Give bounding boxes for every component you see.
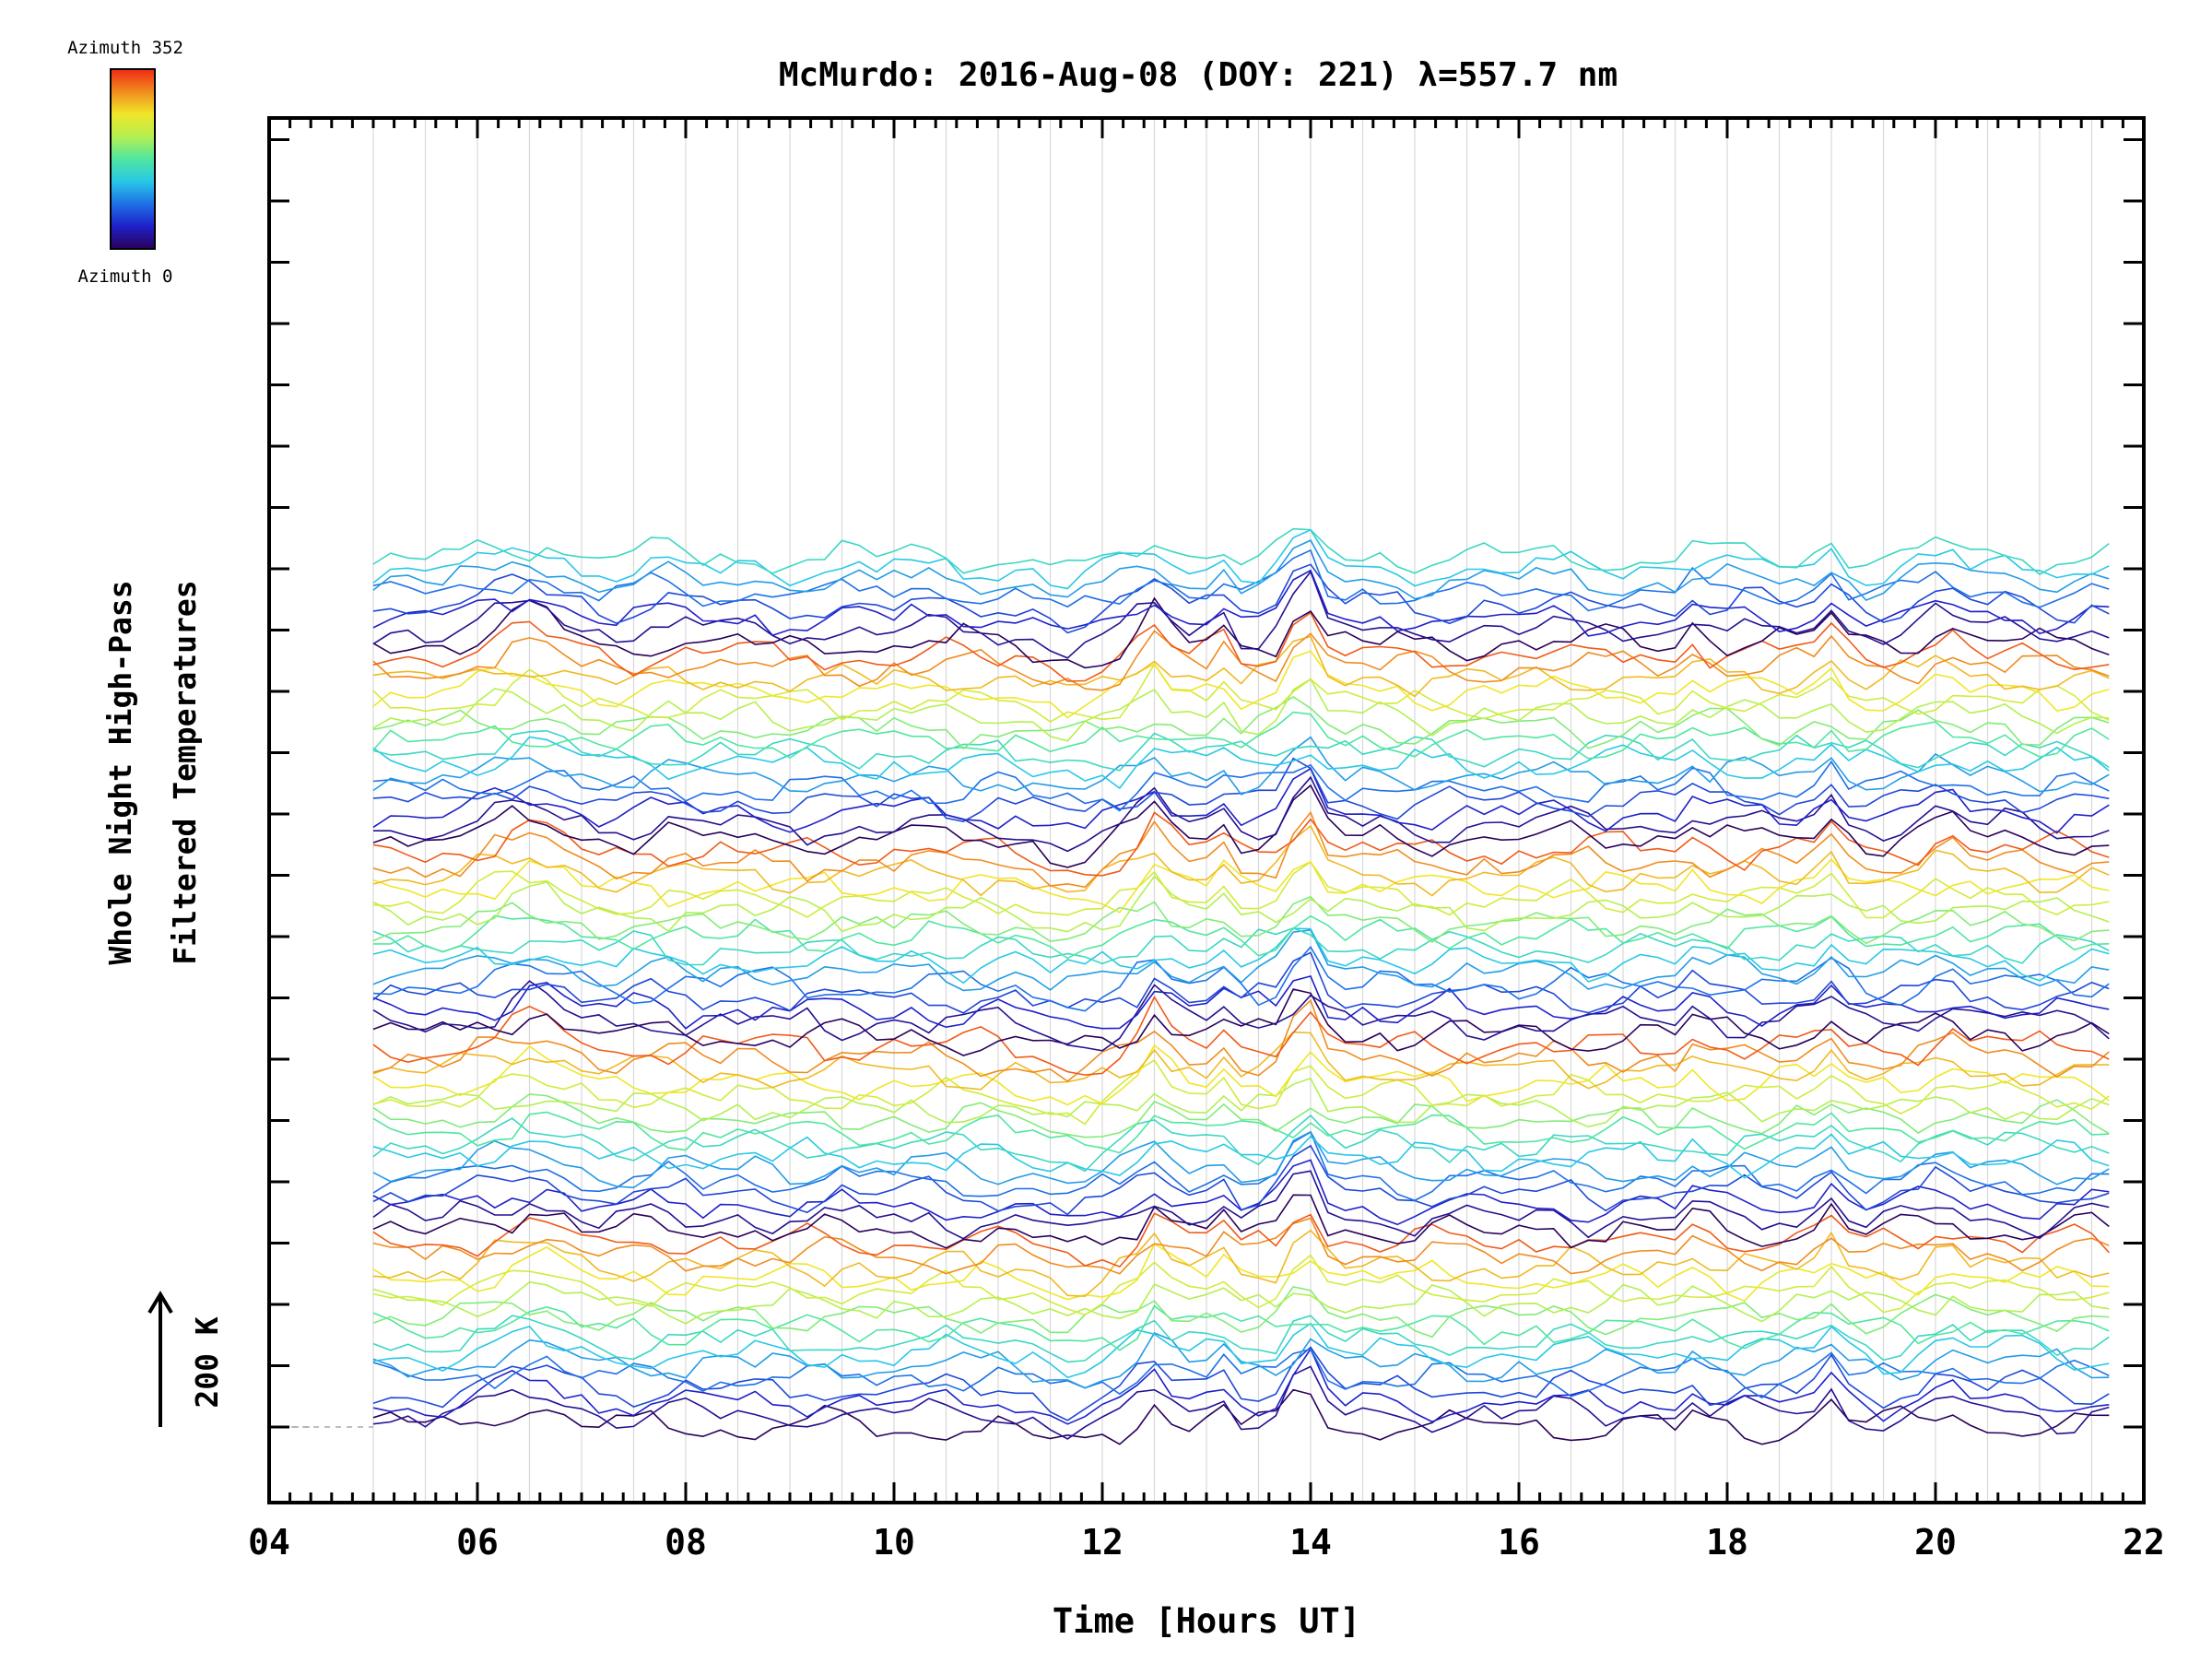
x-tick-label: 16 [1498,1522,1540,1563]
x-tick-label: 08 [665,1522,707,1563]
temperature-trace [373,775,2110,853]
temperature-trace [372,995,2110,1076]
temperature-trace [372,767,2110,834]
temperature-trace [372,1217,2110,1275]
temperature-trace [372,548,2110,612]
temperature-trace [372,563,2110,634]
temperature-trace [372,1144,2110,1216]
temperature-trace [372,1111,2110,1154]
temperature-trace [372,1130,2110,1202]
temperature-trace [372,611,2110,682]
temperature-trace [372,1365,2110,1440]
scale-indicator: 200 K [147,1291,225,1427]
axis-ticks [267,118,2146,1503]
temperature-trace [372,1346,2110,1421]
temperature-trace [372,662,2110,723]
temperature-trace [372,736,2110,790]
x-tick-label: 22 [2123,1522,2165,1563]
x-tick-label: 20 [1914,1522,1957,1563]
x-tick-label: 04 [248,1522,290,1563]
temperature-trace [372,875,2110,933]
temperature-trace [372,736,2110,796]
colorbar-bottom-label: Azimuth 0 [78,266,173,287]
scale-label: 200 K [189,1316,225,1408]
temperature-trace [372,895,2110,945]
temperature-trace [372,980,2110,1052]
chart-title: McMurdo: 2016-Aug-08 (DOY: 221) λ=557.7 … [779,56,1618,94]
temperature-trace [372,824,2110,897]
temperature-trace [372,635,2110,698]
temperature-trace [372,528,2110,590]
temperature-trace [372,946,2110,1012]
temperature-trace [372,569,2110,637]
temperature-trace [372,539,2110,602]
temperature-trace [372,951,2110,1014]
temperature-trace [372,1077,2110,1128]
temperature-trace [372,1229,2110,1298]
temperature-trace [372,1332,2110,1389]
temperature-trace [372,1347,2110,1425]
x-tick-label: 12 [1081,1522,1124,1563]
temperature-trace [372,729,2110,772]
temperature-trace [372,1130,2110,1189]
temperature-trace [372,860,2110,919]
x-tick-labels: 04 06 08 10 12 14 16 18 20 22 [248,1522,2165,1563]
x-tick-label: 06 [456,1522,499,1563]
temperature-trace [372,760,2110,812]
colorbar-legend: Azimuth 352 Azimuth 0 [67,38,183,287]
temperature-trace [372,527,2110,576]
temperature-trace [372,1170,2110,1240]
scale-arrow-head [147,1291,173,1315]
temperature-trace [372,650,2110,719]
colorbar-top-label: Azimuth 352 [67,38,183,58]
x-axis-label: Time [Hours UT] [1053,1601,1360,1641]
x-tick-label: 18 [1706,1522,1748,1563]
x-tick-label: 10 [873,1522,915,1563]
temperature-trace [372,929,2110,992]
y-axis-label-line1: Whole Night High-Pass [102,580,138,964]
temperature-trace [372,914,2110,960]
temperature-trace [372,1243,2110,1303]
y-axis-label-line2: Filtered Temperatures [167,580,203,964]
temperature-trace [372,927,2110,985]
temperature-trace [372,810,2110,889]
temperature-trace [372,1044,2110,1106]
temperature-traces [372,527,2110,1445]
colorbar-gradient [110,68,156,250]
temperature-trace [372,811,2110,877]
temperature-trace [372,1194,2110,1249]
temperature-trace [372,1322,2110,1379]
temperature-trace [372,711,2110,760]
temperature-trace [372,1031,2110,1091]
temperature-trace [372,927,2110,966]
temperature-trace [372,1093,2110,1138]
temperature-trace [372,1280,2110,1325]
temperature-trace [372,678,2110,742]
y-axis-label: Whole Night High-Pass Filtered Temperatu… [102,580,203,964]
temperature-trace [372,998,2110,1083]
temperature-trace [372,1254,2110,1316]
x-tick-label: 14 [1289,1522,1332,1563]
gridlines [269,118,2093,1503]
temperature-trace [372,596,2110,669]
temperature-trace [372,570,2110,659]
temperature-trace [372,1058,2110,1126]
temperature-trace [372,988,2110,1056]
temperature-trace [372,1388,2110,1445]
temperature-trace [372,1315,2110,1363]
temperature-trace [372,1286,2110,1339]
temperature-trace [372,858,2110,914]
temperature-trace [372,784,2110,868]
